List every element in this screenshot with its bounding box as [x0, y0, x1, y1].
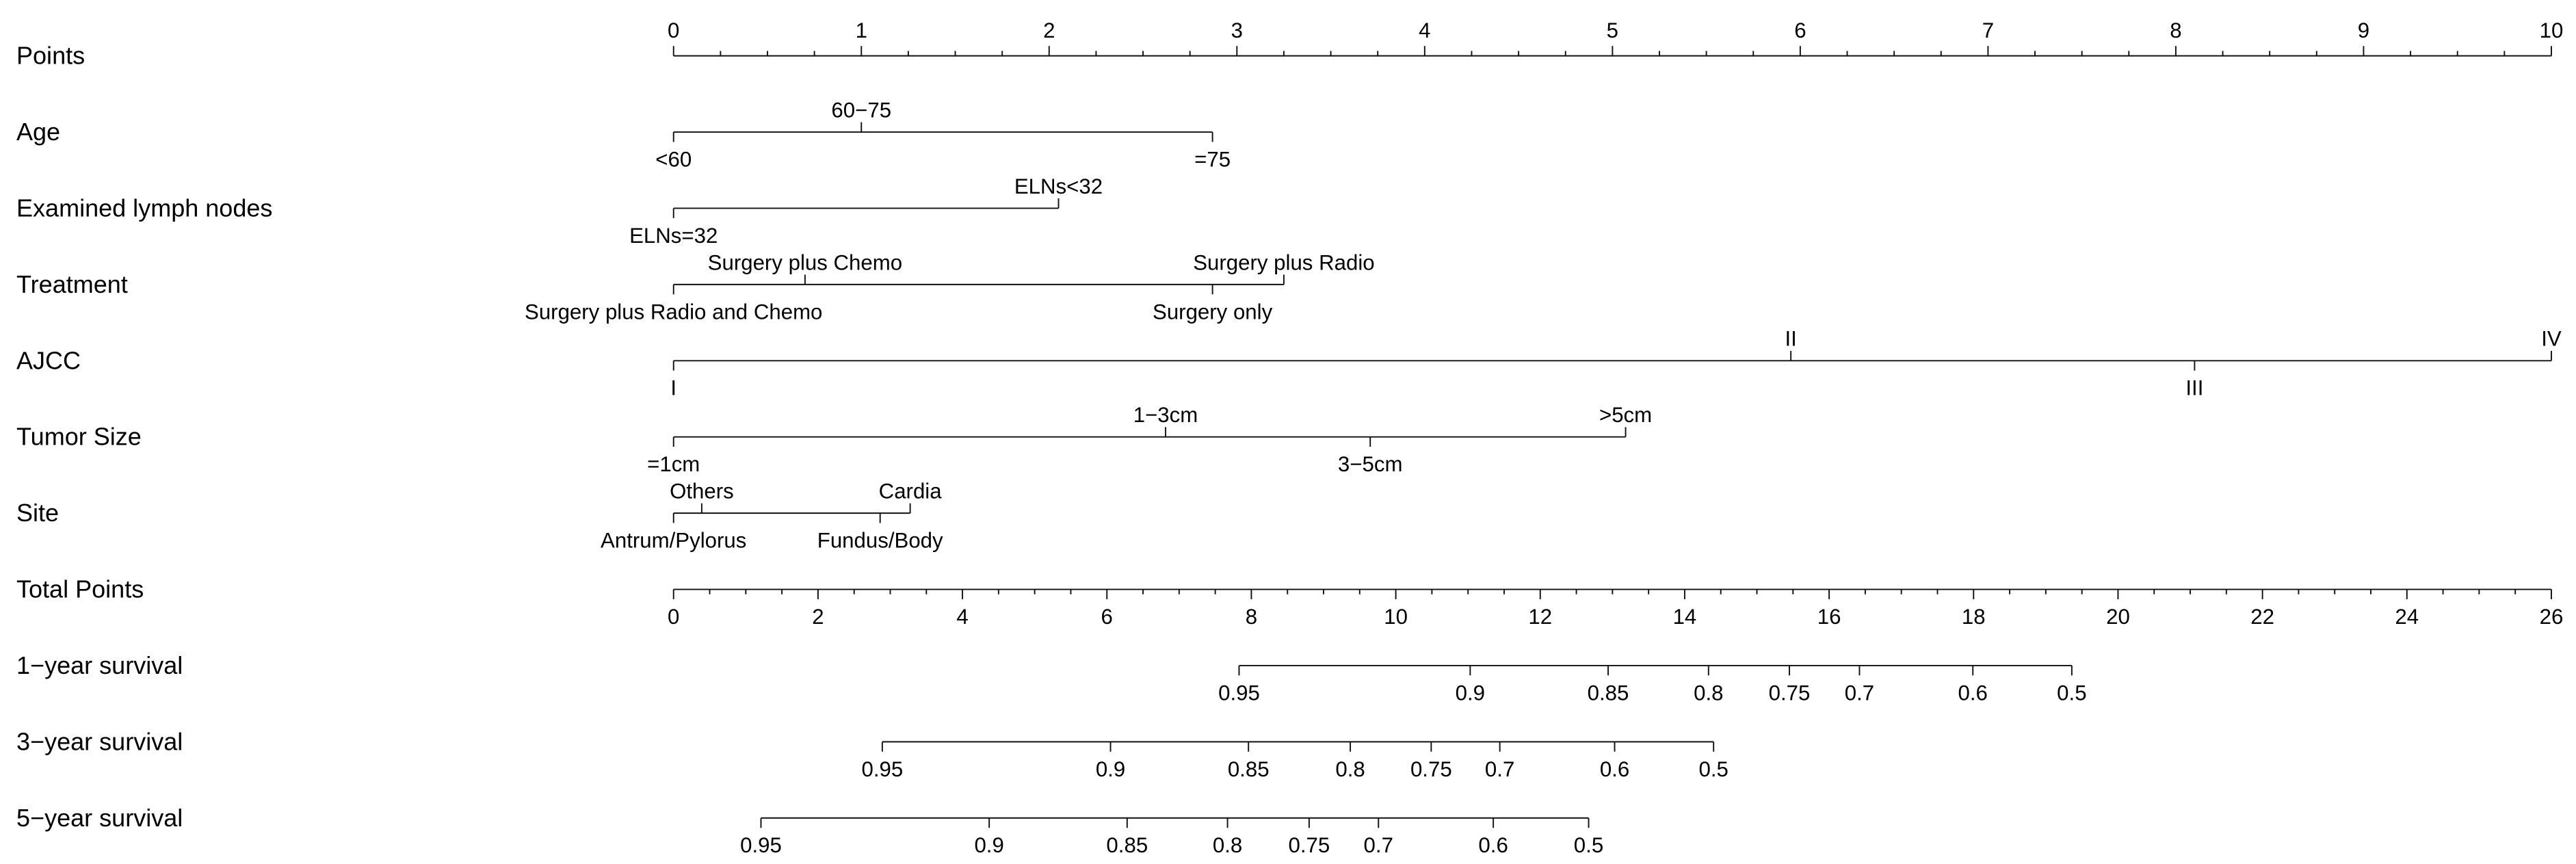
total-points-tick-label-26: 26 [2540, 605, 2564, 629]
points-tick-label-1: 1 [856, 18, 867, 42]
points-tick-label-3: 3 [1231, 18, 1243, 42]
site-level-label-0: Antrum/Pylorus [601, 529, 746, 553]
1-year-survival-tick-label-4: 0.75 [1769, 681, 1811, 705]
5-year-survival-tick-label-1: 0.9 [974, 833, 1003, 857]
points-tick-label-0: 0 [668, 18, 679, 42]
5-year-survival-tick-label-4: 0.75 [1289, 833, 1330, 857]
row-label-5-year-survival: 5−year survival [16, 804, 183, 832]
ajcc-level-label-2: III [2185, 376, 2203, 400]
row-label-tumor-size: Tumor Size [16, 423, 142, 451]
points-tick-label-2: 2 [1043, 18, 1055, 42]
ajcc-level-label-1: II [1785, 327, 1796, 351]
treatment-level-label-2: Surgery only [1153, 300, 1273, 324]
total-points-tick-label-0: 0 [668, 605, 679, 629]
total-points-tick-label-20: 20 [2106, 605, 2130, 629]
row-label-1-year-survival: 1−year survival [16, 651, 183, 679]
examined-lymph-nodes-level-label-0: ELNs=32 [629, 224, 718, 248]
ajcc-level-label-3: IV [2541, 327, 2562, 351]
age-level-label-2: =75 [1194, 147, 1231, 171]
site-level-label-2: Fundus/Body [817, 529, 943, 553]
3-year-survival-tick-label-5: 0.7 [1485, 757, 1514, 781]
3-year-survival-tick-label-6: 0.6 [1600, 757, 1629, 781]
row-label-total-points: Total Points [16, 575, 144, 603]
total-points-tick-label-12: 12 [1528, 605, 1552, 629]
age-level-label-1: 60−75 [831, 98, 891, 122]
row-label-examined-lymph-nodes: Examined lymph nodes [16, 194, 272, 222]
total-points-tick-label-8: 8 [1246, 605, 1257, 629]
tumor-size-level-label-0: =1cm [647, 452, 700, 476]
1-year-survival-tick-label-0: 0.95 [1218, 681, 1260, 705]
1-year-survival-tick-label-2: 0.85 [1588, 681, 1629, 705]
total-points-tick-label-2: 2 [812, 605, 824, 629]
treatment-level-label-0: Surgery plus Radio and Chemo [525, 300, 822, 324]
1-year-survival-tick-label-3: 0.8 [1694, 681, 1723, 705]
examined-lymph-nodes-level-label-1: ELNs<32 [1014, 174, 1103, 198]
3-year-survival-tick-label-1: 0.9 [1096, 757, 1125, 781]
row-label-points: Points [16, 42, 85, 70]
total-points-tick-label-14: 14 [1673, 605, 1697, 629]
3-year-survival-tick-label-3: 0.8 [1335, 757, 1365, 781]
total-points-tick-label-22: 22 [2250, 605, 2274, 629]
points-tick-label-10: 10 [2540, 18, 2564, 42]
5-year-survival-tick-label-7: 0.5 [1574, 833, 1603, 857]
total-points-tick-label-4: 4 [956, 605, 968, 629]
3-year-survival-tick-label-0: 0.95 [862, 757, 904, 781]
total-points-tick-label-6: 6 [1101, 605, 1113, 629]
points-tick-label-9: 9 [2358, 18, 2369, 42]
points-tick-label-4: 4 [1419, 18, 1430, 42]
3-year-survival-tick-label-4: 0.75 [1410, 757, 1452, 781]
points-tick-label-6: 6 [1794, 18, 1806, 42]
total-points-tick-label-24: 24 [2395, 605, 2419, 629]
5-year-survival-tick-label-3: 0.8 [1213, 833, 1242, 857]
ajcc-level-label-0: I [670, 376, 676, 400]
3-year-survival-tick-label-7: 0.5 [1698, 757, 1728, 781]
row-label-ajcc: AJCC [16, 346, 81, 374]
points-tick-label-7: 7 [1982, 18, 1994, 42]
treatment-level-label-3: Surgery plus Radio [1193, 250, 1374, 274]
5-year-survival-tick-label-0: 0.95 [740, 833, 782, 857]
row-label-age: Age [16, 118, 60, 146]
tumor-size-level-label-2: 3−5cm [1338, 452, 1403, 476]
age-level-label-0: <60 [655, 147, 692, 171]
tumor-size-level-label-1: 1−3cm [1133, 403, 1198, 427]
5-year-survival-tick-label-2: 0.85 [1106, 833, 1148, 857]
row-label-treatment: Treatment [16, 270, 128, 298]
1-year-survival-tick-label-5: 0.7 [1845, 681, 1874, 705]
5-year-survival-tick-label-6: 0.6 [1478, 833, 1508, 857]
points-tick-label-8: 8 [2170, 18, 2181, 42]
site-level-label-1: Others [670, 480, 734, 503]
row-label-site: Site [16, 499, 59, 527]
1-year-survival-tick-label-6: 0.6 [1958, 681, 1988, 705]
row-label-3-year-survival: 3−year survival [16, 727, 183, 755]
tumor-size-level-label-3: >5cm [1599, 403, 1652, 427]
1-year-survival-tick-label-1: 0.9 [1456, 681, 1485, 705]
total-points-tick-label-16: 16 [1817, 605, 1841, 629]
1-year-survival-tick-label-7: 0.5 [2057, 681, 2086, 705]
total-points-tick-label-10: 10 [1384, 605, 1408, 629]
5-year-survival-tick-label-5: 0.7 [1364, 833, 1393, 857]
total-points-tick-label-18: 18 [1962, 605, 1986, 629]
treatment-level-label-1: Surgery plus Chemo [708, 250, 902, 274]
points-tick-label-5: 5 [1607, 18, 1618, 42]
site-level-label-3: Cardia [879, 480, 943, 503]
3-year-survival-tick-label-2: 0.85 [1228, 757, 1270, 781]
